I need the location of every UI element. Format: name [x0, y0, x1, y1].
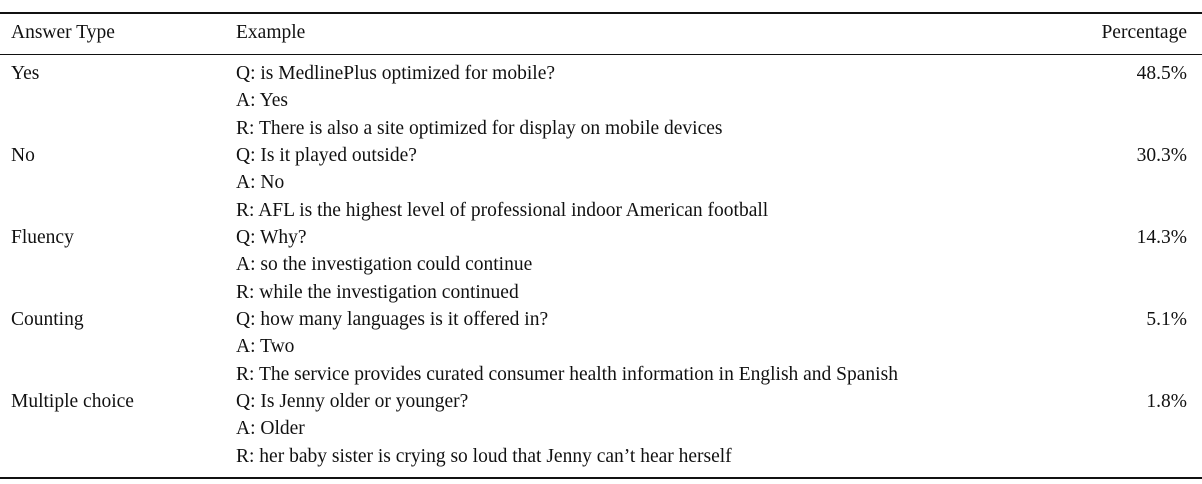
table-body: Yes Q: is MedlinePlus optimized for mobi… — [0, 55, 1202, 477]
answer-type-table: Answer Type Example Percentage Yes Q: is… — [0, 12, 1202, 479]
percentage-cell: 14.3% — [1136, 227, 1187, 248]
example-rationale: R: There is also a site optimized for di… — [236, 117, 723, 139]
example-answer: A: so the investigation could continue — [236, 254, 533, 276]
table-top-rule — [0, 12, 1202, 14]
table-header-row: Answer Type Example Percentage — [0, 14, 1202, 54]
example-answer: A: Older — [236, 418, 305, 440]
example-question: Q: Is it played outside? — [236, 145, 417, 166]
table-row: Fluency Q: Why? A: so the investigation … — [0, 227, 1202, 309]
table-row: Multiple choice Q: Is Jenny older or you… — [0, 391, 1202, 473]
percentage-cell: 48.5% — [1136, 63, 1187, 84]
table-row: Counting Q: how many languages is it off… — [0, 309, 1202, 391]
example-cell: Q: Why? A: so the investigation could co… — [236, 227, 532, 309]
example-cell: Q: is MedlinePlus optimized for mobile? … — [236, 63, 723, 145]
example-question: Q: is MedlinePlus optimized for mobile? — [236, 63, 555, 84]
example-rationale: R: while the investigation continued — [236, 281, 519, 303]
answer-type-cell: Counting — [11, 309, 84, 330]
percentage-cell: 30.3% — [1136, 145, 1187, 166]
table-row: No Q: Is it played outside? A: No R: AFL… — [0, 145, 1202, 227]
answer-type-cell: Yes — [11, 63, 40, 84]
answer-type-cell: Fluency — [11, 227, 74, 248]
example-answer: A: Yes — [236, 90, 289, 112]
example-cell: Q: Is Jenny older or younger? A: Older R… — [236, 391, 732, 473]
answer-type-cell: Multiple choice — [11, 391, 134, 412]
example-answer: A: Two — [236, 336, 295, 358]
percentage-cell: 1.8% — [1146, 391, 1187, 412]
table-bottom-rule — [0, 477, 1202, 479]
header-percentage: Percentage — [1101, 22, 1187, 43]
answer-type-cell: No — [11, 145, 35, 166]
header-example: Example — [236, 22, 306, 43]
example-cell: Q: how many languages is it offered in? … — [236, 309, 898, 391]
example-answer: A: No — [236, 172, 285, 194]
table-header-rule — [0, 54, 1202, 55]
example-rationale: R: AFL is the highest level of professio… — [236, 199, 769, 221]
percentage-cell: 5.1% — [1146, 309, 1187, 330]
table-row: Yes Q: is MedlinePlus optimized for mobi… — [0, 63, 1202, 145]
header-answer-type: Answer Type — [11, 22, 115, 43]
example-question: Q: how many languages is it offered in? — [236, 309, 549, 330]
example-rationale: R: her baby sister is crying so loud tha… — [236, 445, 732, 467]
example-rationale: R: The service provides curated consumer… — [236, 363, 898, 385]
example-question: Q: Why? — [236, 227, 307, 248]
example-question: Q: Is Jenny older or younger? — [236, 391, 469, 412]
example-cell: Q: Is it played outside? A: No R: AFL is… — [236, 145, 768, 227]
